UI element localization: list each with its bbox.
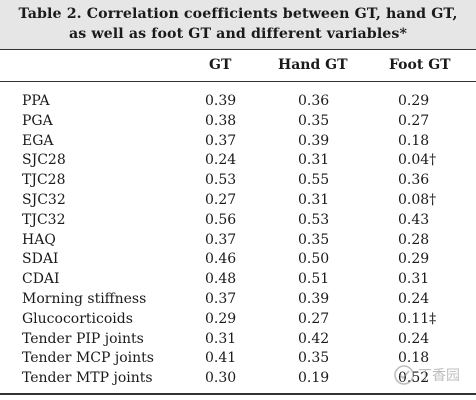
foot-gt-value: 0.18 — [398, 132, 430, 149]
gt-value: 0.48 — [205, 271, 237, 288]
watermark-logo-icon: 丁香园 — [394, 365, 460, 385]
hand-gt-value: 0.42 — [298, 330, 330, 347]
foot-gt-value: 0.36 — [398, 172, 430, 189]
table-row: EGA 0.37 0.39 0.18 — [0, 132, 476, 152]
row-label: PPA — [22, 93, 50, 109]
row-label: PGA — [22, 112, 53, 129]
row-label: SDAI — [22, 251, 59, 268]
gt-value: 0.37 — [205, 132, 237, 149]
row-label: SJC28 — [22, 152, 66, 169]
table-row: PPA 0.39 0.36 0.29 — [0, 92, 476, 112]
hand-gt-value: 0.39 — [298, 290, 330, 307]
table-title-line-1: Table 2. Correlation coefficients betwee… — [18, 6, 458, 22]
hand-gt-value: 0.31 — [298, 191, 330, 208]
column-header-gt: GT — [209, 57, 232, 73]
gt-value: 0.37 — [205, 231, 237, 248]
foot-gt-value: 0.24 — [398, 330, 430, 347]
foot-gt-value: 0.31 — [398, 271, 430, 288]
gt-value: 0.30 — [205, 370, 237, 387]
table-row: Tender MTP joints 0.30 0.19 0.52 — [0, 369, 476, 389]
table-row: SDAI 0.46 0.50 0.29 — [0, 250, 476, 270]
gt-value: 0.37 — [205, 290, 237, 307]
hand-gt-value: 0.36 — [298, 93, 330, 109]
foot-gt-value: 0.29 — [398, 251, 430, 268]
foot-gt-value: 0.08† — [398, 191, 437, 208]
row-label: Glucocorticoids — [22, 310, 133, 327]
row-label: EGA — [22, 132, 54, 149]
hand-gt-value: 0.27 — [298, 310, 330, 327]
gt-value: 0.38 — [205, 112, 237, 129]
row-label: TJC32 — [22, 211, 66, 228]
table-row: TJC32 0.56 0.53 0.43 — [0, 211, 476, 231]
table-row: SJC28 0.24 0.31 0.04† — [0, 151, 476, 171]
table-title: Table 2. Correlation coefficients betwee… — [0, 0, 476, 50]
hand-gt-value: 0.55 — [298, 172, 330, 189]
gt-value: 0.53 — [205, 172, 237, 189]
foot-gt-value: 0.24 — [398, 290, 430, 307]
hand-gt-value: 0.51 — [298, 271, 330, 288]
hand-gt-value: 0.19 — [298, 370, 330, 387]
foot-gt-value: 0.29 — [398, 93, 430, 109]
hand-gt-value: 0.39 — [298, 132, 330, 149]
row-label: Tender MCP joints — [22, 350, 154, 367]
table-row: CDAI 0.48 0.51 0.31 — [0, 270, 476, 290]
gt-value: 0.56 — [205, 211, 237, 228]
gt-value: 0.31 — [205, 330, 237, 347]
hand-gt-value: 0.35 — [298, 112, 330, 129]
gt-value: 0.46 — [205, 251, 237, 268]
table-body: PPA 0.39 0.36 0.29 PGA 0.38 0.35 0.27 EG… — [0, 92, 476, 389]
row-label: CDAI — [22, 271, 60, 288]
column-header-hand-gt: Hand GT — [278, 57, 348, 73]
hand-gt-value: 0.50 — [298, 251, 330, 268]
row-label: HAQ — [22, 231, 56, 248]
watermark-text: 丁香园 — [418, 368, 460, 384]
table-header-row: GT Hand GT Foot GT — [0, 52, 476, 82]
table-bottom-rule — [0, 393, 476, 395]
table-row: HAQ 0.37 0.35 0.28 — [0, 231, 476, 251]
foot-gt-value: 0.27 — [398, 112, 430, 129]
foot-gt-value: 0.11‡ — [398, 310, 437, 327]
hand-gt-value: 0.31 — [298, 152, 330, 169]
hand-gt-value: 0.35 — [298, 231, 330, 248]
gt-value: 0.39 — [205, 93, 237, 109]
row-label: SJC32 — [22, 191, 66, 208]
row-label: TJC28 — [22, 172, 66, 189]
gt-value: 0.27 — [205, 191, 237, 208]
row-label: Tender PIP joints — [22, 330, 144, 347]
table-row: Tender MCP joints 0.41 0.35 0.18 — [0, 349, 476, 369]
table-row: Glucocorticoids 0.29 0.27 0.11‡ — [0, 310, 476, 330]
foot-gt-value: 0.18 — [398, 350, 430, 367]
table-row: PGA 0.38 0.35 0.27 — [0, 112, 476, 132]
gt-value: 0.29 — [205, 310, 237, 327]
column-header-foot-gt: Foot GT — [389, 57, 451, 73]
table-row: Morning stiffness 0.37 0.39 0.24 — [0, 290, 476, 310]
foot-gt-value: 0.43 — [398, 211, 430, 228]
table-row: TJC28 0.53 0.55 0.36 — [0, 171, 476, 191]
table-row: SJC32 0.27 0.31 0.08† — [0, 191, 476, 211]
row-label: Tender MTP joints — [22, 370, 153, 387]
gt-value: 0.41 — [205, 350, 237, 367]
hand-gt-value: 0.53 — [298, 211, 330, 228]
foot-gt-value: 0.28 — [398, 231, 430, 248]
table-row: Tender PIP joints 0.31 0.42 0.24 — [0, 330, 476, 350]
hand-gt-value: 0.35 — [298, 350, 330, 367]
gt-value: 0.24 — [205, 152, 237, 169]
foot-gt-value: 0.04† — [398, 152, 437, 169]
table-title-line-2: as well as foot GT and different variabl… — [68, 26, 408, 42]
row-label: Morning stiffness — [22, 290, 147, 307]
